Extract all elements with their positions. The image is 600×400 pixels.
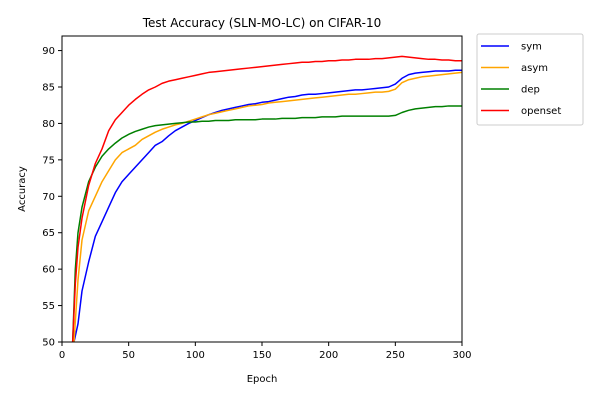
- chart-title: Test Accuracy (SLN-MO-LC) on CIFAR-10: [142, 16, 382, 30]
- y-tick-label: 85: [42, 83, 55, 94]
- legend-label-dep: dep: [521, 85, 540, 96]
- y-tick-label: 50: [42, 338, 55, 349]
- x-axis: 0 50 100 150 200 250 300: [59, 342, 472, 361]
- series-line-openset: [71, 55, 462, 342]
- y-tick-label: 90: [42, 46, 55, 57]
- legend-label-sym: sym: [521, 42, 542, 53]
- series-line-sym: [72, 69, 462, 342]
- legend: sym asym dep openset: [476, 33, 584, 126]
- y-tick-label: 75: [42, 155, 55, 166]
- x-axis-label: Epoch: [247, 374, 278, 385]
- y-tick-label: 70: [42, 192, 55, 203]
- y-axis: 50 55 60 65 70 75 80 85 90: [42, 46, 62, 349]
- x-tick-label: 250: [386, 350, 405, 361]
- series-layer: [71, 55, 462, 342]
- x-tick-label: 0: [59, 350, 65, 361]
- y-tick-label: 55: [42, 301, 55, 312]
- x-tick-label: 150: [252, 350, 271, 361]
- y-tick-label: 65: [42, 228, 55, 239]
- y-tick-label: 60: [42, 265, 55, 276]
- x-tick-label: 300: [452, 350, 471, 361]
- legend-label-asym: asym: [521, 63, 548, 74]
- y-tick-label: 80: [42, 119, 55, 130]
- x-tick-label: 100: [186, 350, 205, 361]
- legend-label-openset: openset: [521, 106, 561, 117]
- series-line-dep: [71, 105, 462, 342]
- x-tick-label: 50: [122, 350, 135, 361]
- series-line-asym: [72, 71, 462, 342]
- x-tick-label: 200: [319, 350, 338, 361]
- y-axis-label: Accuracy: [17, 166, 28, 212]
- legend-frame: [476, 33, 584, 126]
